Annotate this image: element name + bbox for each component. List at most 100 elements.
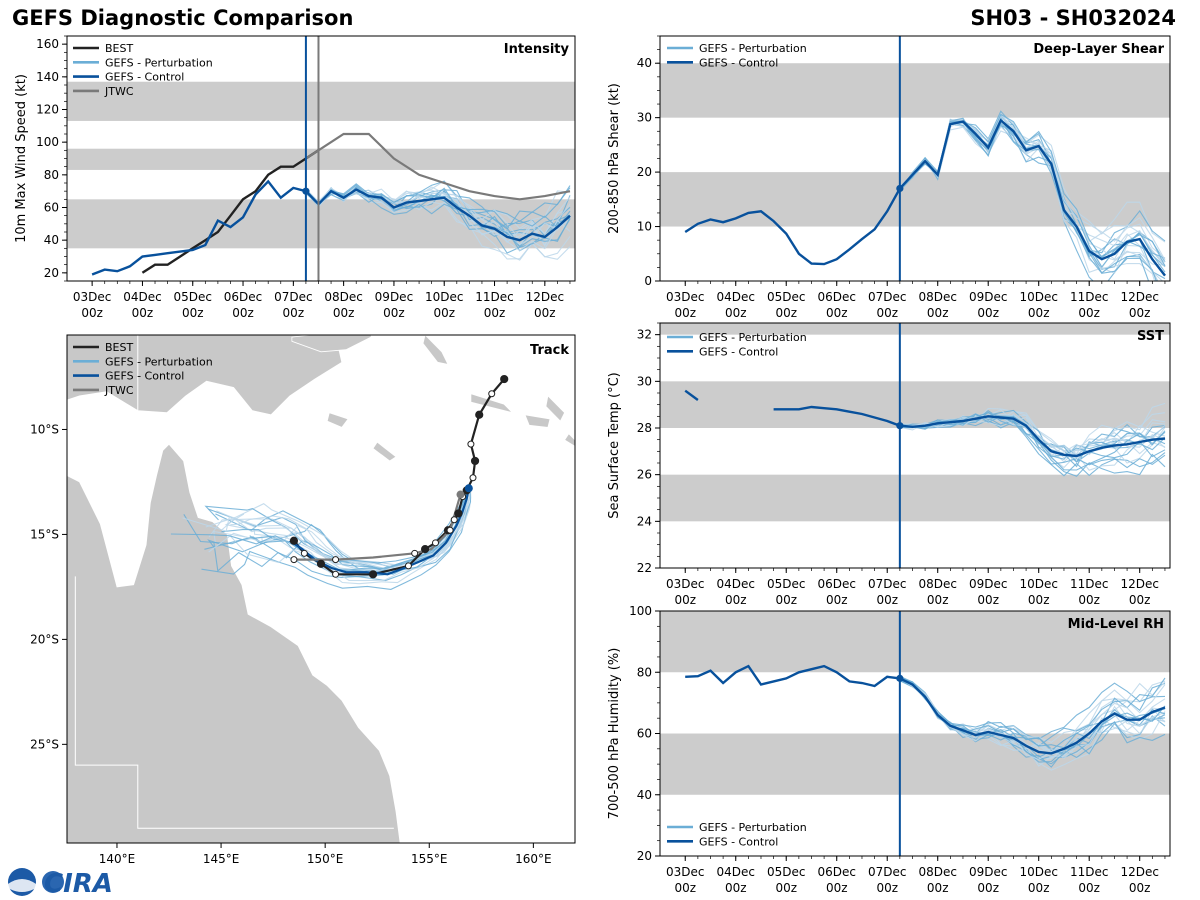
- intensity-plot-area: [67, 36, 575, 281]
- sst-x-tick-date: 09Dec: [969, 577, 1008, 591]
- shear-legend-label: GEFS - Control: [699, 56, 778, 69]
- rh-control-line: [685, 664, 1166, 755]
- intensity-x-tick-date: 03Dec: [73, 290, 112, 304]
- australia-landmass: [67, 443, 401, 843]
- track-lon-label: 150°E: [307, 852, 344, 866]
- track-best-point: [420, 545, 430, 554]
- sst-x-tick-date: 11Dec: [1070, 577, 1109, 591]
- intensity-x-tick-hour: 00z: [333, 306, 355, 320]
- track-best-point: [467, 440, 475, 448]
- track-lon-label: 155°E: [411, 852, 448, 866]
- rh-x-tick-date: 11Dec: [1070, 865, 1109, 879]
- track-legend-label: GEFS - Control: [105, 370, 184, 383]
- sst-y-tick-label: 28: [637, 421, 652, 435]
- sst-x-tick-hour: 00z: [1129, 593, 1151, 607]
- rh-y-tick-label: 100: [629, 604, 652, 618]
- shear-x-tick-date: 09Dec: [969, 290, 1008, 304]
- track-perturbation-line: [182, 488, 470, 570]
- rh-x-tick-date: 07Dec: [868, 865, 907, 879]
- shear-y-tick-label: 0: [644, 274, 652, 288]
- sst-x-tick-hour: 00z: [927, 593, 949, 607]
- shear-x-tick-date: 12Dec: [1120, 290, 1159, 304]
- shear-x-tick-hour: 00z: [927, 306, 949, 320]
- sst-x-tick-hour: 00z: [977, 593, 999, 607]
- intensity-x-tick-hour: 00z: [81, 306, 103, 320]
- intensity-perturbation-line: [305, 188, 571, 252]
- track-lon-label: 145°E: [203, 852, 240, 866]
- shear-y-tick-label: 20: [637, 165, 652, 179]
- shear-x-tick-hour: 00z: [674, 306, 696, 320]
- rh-y-axis-label: 700-500 hPa Humidity (%): [607, 648, 622, 820]
- track-legend-label: GEFS - Perturbation: [105, 355, 213, 368]
- intensity-x-tick-hour: 00z: [182, 306, 204, 320]
- shear-x-tick-date: 04Dec: [716, 290, 755, 304]
- cira-logo-text: CIRA: [44, 869, 113, 898]
- sst-x-tick-date: 06Dec: [817, 577, 856, 591]
- sst-y-tick-label: 30: [637, 374, 652, 388]
- rh-perturbation-line: [899, 680, 1166, 747]
- new-britain-landmass: [291, 335, 372, 353]
- sst-x-tick-date: 12Dec: [1120, 577, 1159, 591]
- sst-band: [660, 381, 1170, 428]
- shear-x-tick-date: 11Dec: [1070, 290, 1109, 304]
- track-best-point: [289, 536, 299, 545]
- rh-x-tick-date: 04Dec: [716, 865, 755, 879]
- figure-title: GEFS Diagnostic Comparison: [12, 6, 354, 30]
- sst-x-tick-hour: 00z: [775, 593, 797, 607]
- track-legend-label: BEST: [105, 341, 133, 354]
- track-best-point: [454, 509, 463, 518]
- intensity-x-tick-hour: 00z: [484, 306, 506, 320]
- track-lat-label: 10°S: [30, 422, 59, 436]
- intensity-x-tick-date: 10Dec: [425, 290, 464, 304]
- dentrecasteaux-landmass: [326, 412, 349, 428]
- intensity-perturbation-line: [305, 184, 571, 229]
- shear-y-axis-label: 200-850 hPa Shear (kt): [607, 83, 622, 234]
- rh-plot-area: [660, 611, 1170, 856]
- sst-y-axis-label: Sea Surface Temp (°C): [607, 372, 622, 519]
- sst-y-tick-label: 24: [637, 514, 652, 528]
- intensity-init-marker: [302, 187, 310, 195]
- intensity-band: [67, 148, 575, 170]
- rh-x-tick-hour: 00z: [826, 881, 848, 895]
- track-best-point: [368, 570, 378, 579]
- sst-y-tick-label: 22: [637, 561, 652, 575]
- shear-control-line: [684, 118, 1166, 277]
- intensity-y-tick-label: 20: [44, 266, 59, 280]
- track-lon-label: 140°E: [99, 852, 136, 866]
- sst-x-tick-date: 03Dec: [666, 577, 705, 591]
- shear-x-tick-date: 03Dec: [666, 290, 705, 304]
- track-jtwc-point: [446, 526, 454, 534]
- track-perturbation-line: [208, 488, 472, 582]
- rh-legend-label: GEFS - Control: [699, 835, 778, 848]
- rh-x-tick-hour: 00z: [876, 881, 898, 895]
- sst-x-tick-date: 07Dec: [868, 577, 907, 591]
- track-best-point: [332, 570, 340, 578]
- shear-init-marker: [896, 184, 904, 193]
- shear-x-tick-hour: 00z: [1129, 306, 1151, 320]
- shear-plot-area: [660, 36, 1170, 281]
- intensity-x-tick-date: 05Dec: [173, 290, 212, 304]
- sst-panel-title: SST: [1137, 329, 1164, 344]
- rh-x-tick-date: 03Dec: [666, 865, 705, 879]
- malaita-landmass: [545, 395, 566, 422]
- sst-legend-label: GEFS - Control: [699, 345, 778, 358]
- rh-x-tick-date: 10Dec: [1019, 865, 1058, 879]
- track-best-point: [469, 474, 477, 482]
- track-lon-label: 160°E: [515, 852, 552, 866]
- shear-band: [660, 63, 1170, 118]
- sst-band: [660, 474, 1170, 522]
- intensity-x-tick-date: 04Dec: [123, 290, 162, 304]
- track-best-point: [475, 410, 484, 419]
- shear-y-tick-label: 10: [637, 220, 652, 234]
- track-jtwc-point: [411, 549, 419, 557]
- rh-y-tick-label: 60: [637, 727, 652, 741]
- intensity-legend-label: GEFS - Perturbation: [105, 56, 213, 69]
- intensity-y-tick-label: 60: [44, 201, 59, 215]
- shear-x-tick-hour: 00z: [876, 306, 898, 320]
- shear-panel-title: Deep-Layer Shear: [1033, 42, 1164, 57]
- shear-x-tick-hour: 00z: [1028, 306, 1050, 320]
- solomon-islands-landmass: [470, 393, 514, 414]
- track-perturbation-line: [201, 489, 472, 590]
- rh-y-tick-label: 20: [637, 849, 652, 863]
